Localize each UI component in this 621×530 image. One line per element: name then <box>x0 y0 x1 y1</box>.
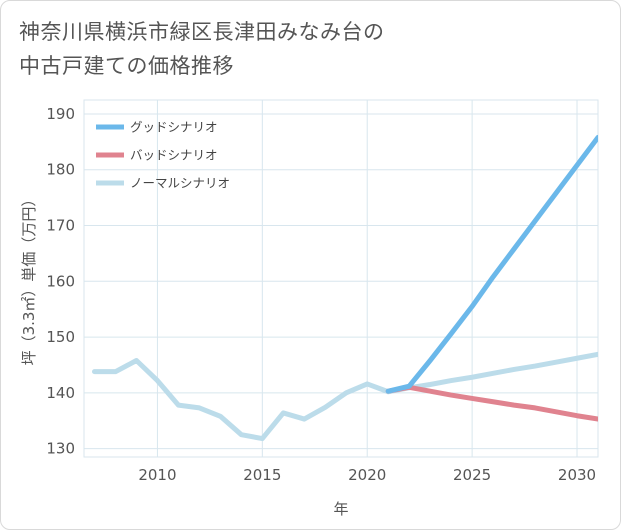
x-tick-label: 2020 <box>348 466 386 484</box>
x-axis-title: 年 <box>333 500 348 518</box>
legend-item-0[interactable]: グッドシナリオ <box>96 120 218 135</box>
legend-label: グッドシナリオ <box>130 120 218 135</box>
y-tick-label: 170 <box>46 217 75 235</box>
legend-item-2[interactable]: ノーマルシナリオ <box>96 176 230 191</box>
series-line-2 <box>91 351 598 442</box>
chart-title: 神奈川県横浜市緑区長津田みなみ台の 中古戸建ての価格推移 <box>19 15 579 83</box>
x-tick-label: 2025 <box>453 466 491 484</box>
series-layer <box>91 134 598 442</box>
x-tick-label: 2015 <box>243 466 281 484</box>
x-tick-label: 2010 <box>138 466 176 484</box>
y-axis-title: 坪（3.3㎡）単価（万円） <box>20 192 38 366</box>
x-tick-label: 2030 <box>558 466 596 484</box>
axis-ticks: 2010 2015 2020 2025 2030 130 140 150 160 170 180 19… <box>46 105 596 484</box>
y-tick-label: 180 <box>46 161 75 179</box>
chart-title-line-2: 中古戸建ての価格推移 <box>19 54 234 78</box>
chart-title-line-1: 神奈川県横浜市緑区長津田みなみ台の <box>19 20 385 44</box>
y-tick-label: 190 <box>46 105 75 123</box>
series-line-1 <box>385 384 598 422</box>
y-tick-label: 150 <box>46 328 75 346</box>
plot-area <box>83 99 599 458</box>
y-tick-label: 140 <box>46 384 75 402</box>
legend-label: バッドシナリオ <box>130 148 218 163</box>
series-line-0 <box>385 134 598 394</box>
legend-item-1[interactable]: バッドシナリオ <box>96 148 218 163</box>
y-tick-label: 130 <box>46 440 75 458</box>
legend-label: ノーマルシナリオ <box>130 176 230 191</box>
y-tick-label: 160 <box>46 272 75 290</box>
